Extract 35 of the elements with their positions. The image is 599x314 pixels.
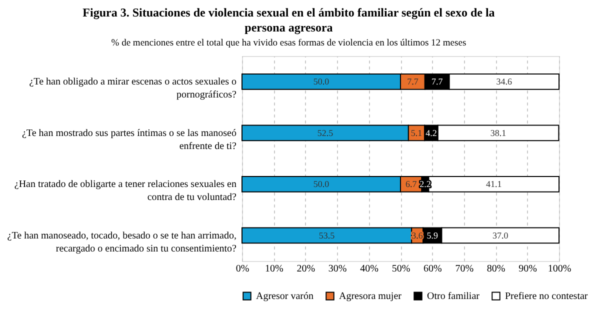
data-label: 37.0	[492, 230, 509, 240]
data-label: 4.2	[426, 128, 437, 138]
data-label: 41.1	[486, 179, 502, 190]
data-label: 50.0	[313, 76, 330, 87]
x-tick-label: 10%	[265, 264, 284, 274]
chart-subtitle: % de menciones entre el total que ha vivido esas formas de violencia en los últimos 12 meses	[111, 38, 466, 48]
x-tick-label: 60%	[424, 264, 442, 274]
y-tick-label: ¿Te han mostrado sus partes íntimas o se las manoseó enfrente de ti?	[22, 128, 238, 152]
data-label: 5.9	[426, 230, 438, 240]
legend-label: Prefiere no contestar	[505, 291, 588, 302]
data-label: 7.7	[407, 76, 419, 87]
x-tick-label: 50%	[392, 264, 410, 274]
x-tick-label: 20%	[296, 264, 316, 274]
data-label: 50.0	[313, 179, 330, 190]
legend-label: Otro familiar	[427, 291, 480, 302]
x-tick-label: 80%	[486, 264, 506, 274]
data-label: 34.6	[496, 76, 513, 87]
x-tick-label: 40%	[360, 264, 378, 274]
legend-label: Agresor varón	[256, 291, 314, 302]
x-tick-label: 100%	[548, 264, 572, 274]
x-tick-label: 90%	[518, 264, 537, 274]
y-tick-label: ¿Te han obligado a mirar escenas o actos sexuales o pornográficos?	[29, 76, 238, 101]
y-tick-label: ¿Te han manoseado, tocado, besado o se te han arrimado, recargado o encimado sin tu consentimiento?	[7, 230, 238, 254]
x-tick-label: 30%	[328, 264, 347, 274]
data-label: 7.7	[431, 76, 444, 87]
data-label: 38.1	[490, 128, 506, 138]
data-label: 52.5	[317, 128, 334, 138]
chart-title: Figura 3. Situaciones de violencia sexual en el ámbito familiar según el sexo de la persona agresora	[82, 6, 495, 34]
y-tick-label: ¿Han tratado de obligarte a tener relaciones sexuales en contra de tu voluntad?	[14, 179, 238, 204]
x-tick-label: 70%	[455, 264, 474, 274]
data-label: 6.7	[405, 179, 418, 190]
x-tick-label: 0%	[236, 264, 250, 274]
data-label: 5.1	[410, 128, 422, 138]
data-label: 53.5	[318, 230, 336, 240]
legend-label: Agresora mujer	[339, 291, 402, 302]
